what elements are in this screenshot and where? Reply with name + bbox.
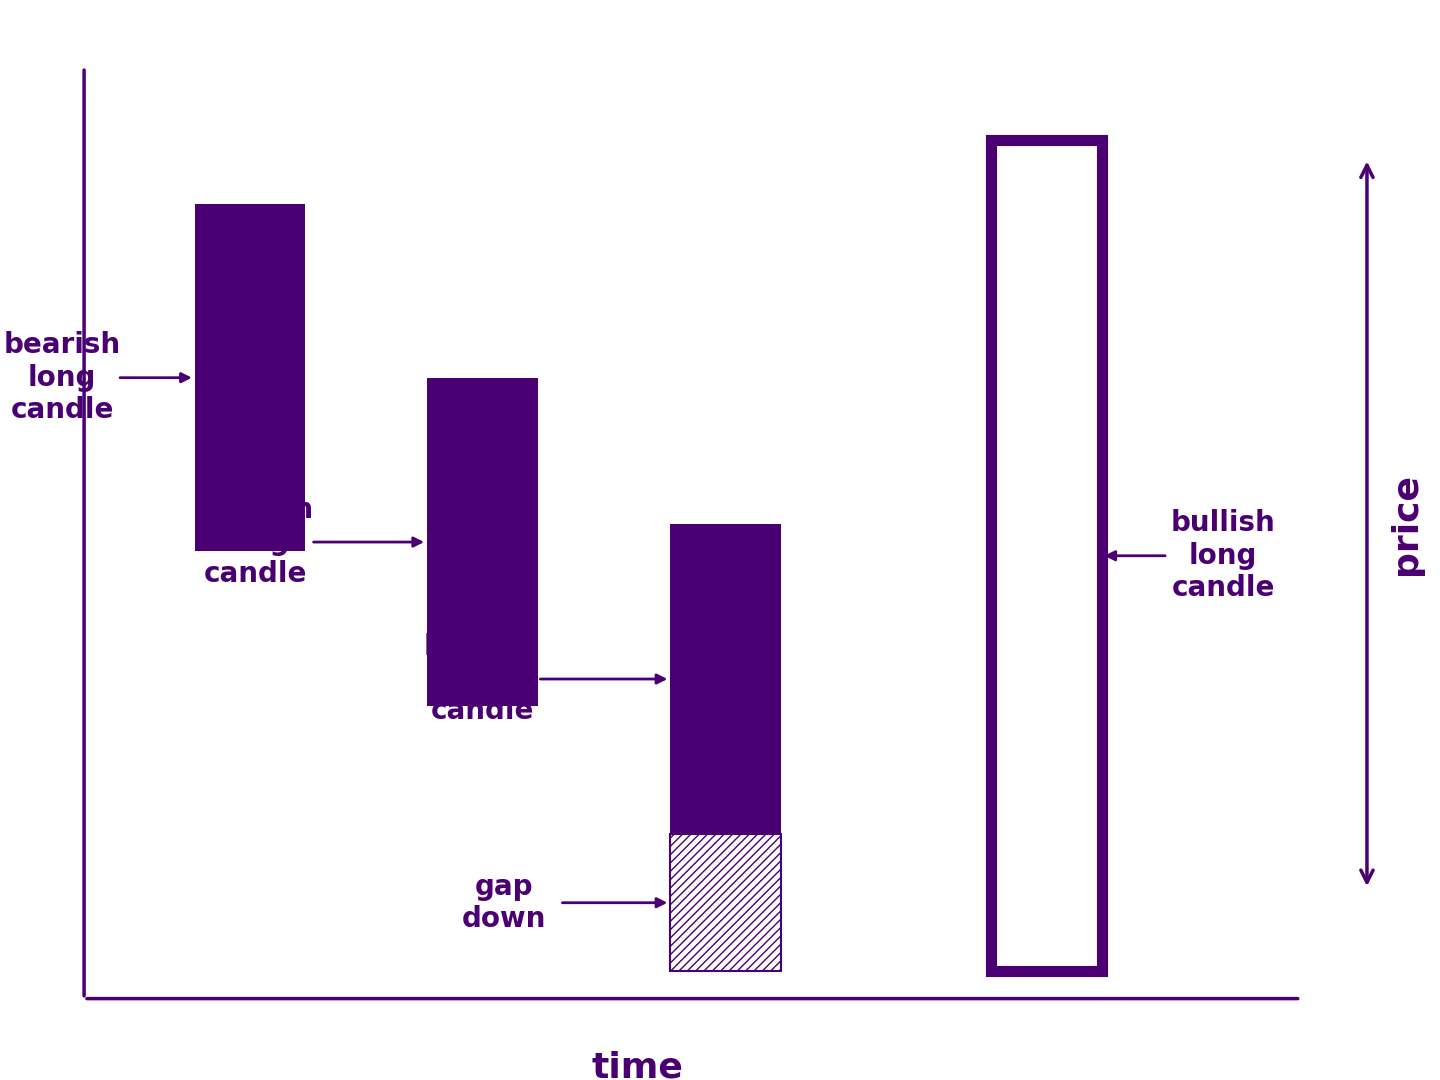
Bar <box>991 140 1102 971</box>
Text: bearish
long
candle: bearish long candle <box>197 496 314 589</box>
Text: price: price <box>1388 473 1423 575</box>
Text: time: time <box>590 1050 683 1080</box>
Bar <box>670 834 780 971</box>
Text: bullish
long
candle: bullish long candle <box>1171 510 1276 603</box>
Bar <box>670 524 780 834</box>
Bar <box>426 378 537 706</box>
Text: bearish
long
candle: bearish long candle <box>423 633 541 726</box>
Text: bearish
long
candle: bearish long candle <box>3 332 121 424</box>
Bar <box>194 204 305 551</box>
Text: gap
down: gap down <box>462 873 547 933</box>
